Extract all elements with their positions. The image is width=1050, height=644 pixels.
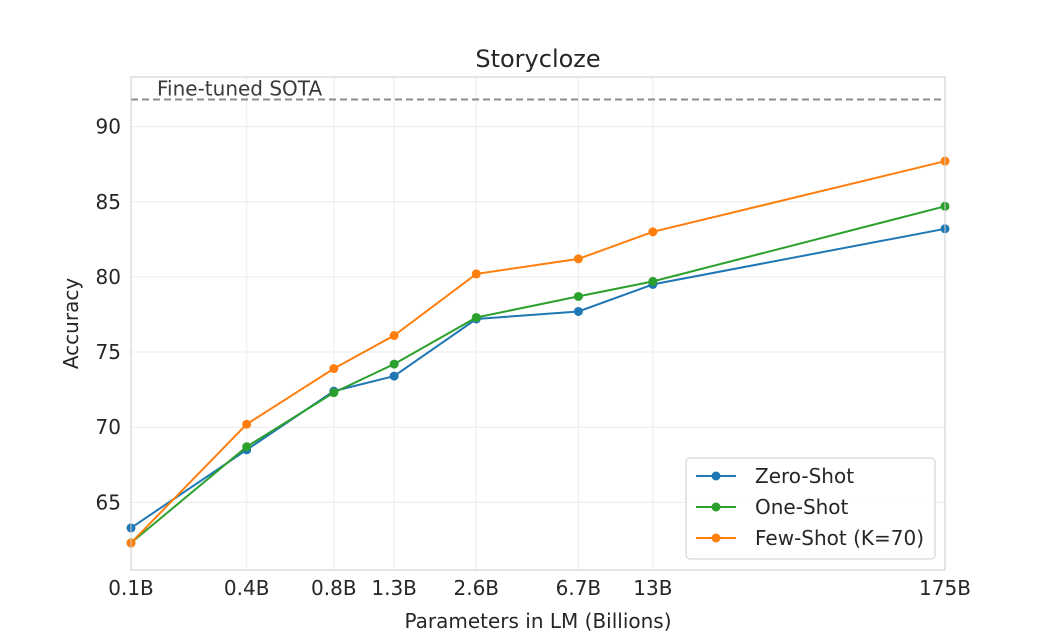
data-point [389, 371, 399, 381]
x-tick-label: 0.8B [311, 576, 357, 600]
data-point [471, 269, 481, 279]
data-point [573, 254, 583, 264]
y-tick-label: 65 [96, 490, 121, 514]
legend-marker [711, 471, 721, 481]
y-tick-label: 70 [96, 415, 121, 439]
data-point [242, 442, 252, 452]
data-point [389, 331, 399, 341]
x-tick-label: 175B [919, 576, 971, 600]
legend: Zero-Shot One-Shot Few-Shot (K=70) [685, 457, 936, 560]
data-point [471, 312, 481, 322]
chart-title: Storycloze [475, 45, 600, 73]
x-tick-label: 13B [633, 576, 672, 600]
legend-item: Few-Shot (K=70) [696, 526, 924, 550]
data-point [648, 276, 658, 286]
legend-marker [711, 502, 721, 512]
data-point [573, 306, 583, 316]
x-axis-label: Parameters in LM (Billions) [404, 609, 671, 633]
series-group [126, 156, 950, 548]
legend-label: Few-Shot (K=70) [755, 526, 924, 550]
x-tick-label: 6.7B [556, 576, 602, 600]
y-tick-label: 80 [96, 265, 121, 289]
tick-labels: 0.1B 0.4B 0.8B 1.3B 2.6B 6.7B 13B 175B 65 70 75 80 8… [96, 115, 971, 600]
data-point [573, 291, 583, 301]
legend-item: Zero-Shot [696, 464, 854, 488]
data-point [389, 359, 399, 369]
x-tick-label: 0.4B [224, 576, 270, 600]
legend-box [685, 457, 936, 560]
x-tick-label: 0.1B [108, 576, 154, 600]
y-tick-label: 85 [96, 190, 121, 214]
legend-label: Zero-Shot [755, 464, 854, 488]
series-line [130, 227, 946, 529]
data-point [242, 419, 252, 429]
reference-line-label: Fine-tuned SOTA [157, 77, 322, 101]
x-tick-label: 1.3B [371, 576, 417, 600]
legend-label: One-Shot [755, 495, 849, 519]
plot-frame [130, 76, 946, 571]
x-tick-label: 2.6B [453, 576, 499, 600]
series-line [130, 205, 946, 544]
y-axis-label: Accuracy [59, 278, 83, 369]
legend-marker [711, 533, 721, 543]
y-tick-label: 90 [96, 115, 121, 139]
data-point [329, 364, 339, 374]
reference-line-group: Fine-tuned SOTA [131, 77, 945, 101]
series-line [130, 160, 946, 544]
y-tick-label: 75 [96, 340, 121, 364]
legend-item: One-Shot [696, 495, 849, 519]
data-point [648, 227, 658, 237]
data-point [329, 388, 339, 398]
grid [130, 77, 946, 570]
